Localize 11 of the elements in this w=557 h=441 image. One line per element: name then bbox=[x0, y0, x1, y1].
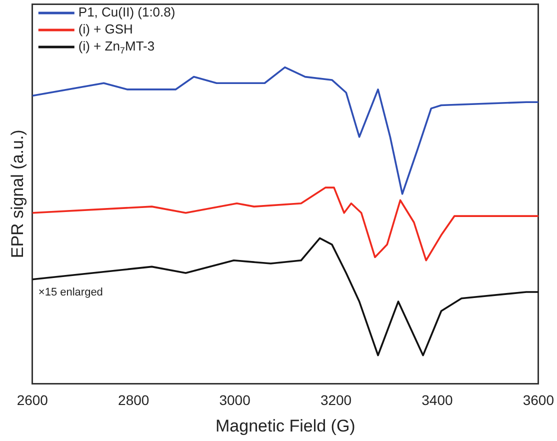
legend-label: (i) + GSH bbox=[78, 22, 133, 37]
x-tick-label: 3400 bbox=[422, 392, 453, 408]
x-tick-label: 2600 bbox=[16, 392, 48, 408]
annotation: ×15 enlarged bbox=[38, 286, 103, 299]
x-tick-label: 3000 bbox=[219, 392, 251, 408]
y-axis-title: EPR signal (a.u.) bbox=[8, 130, 27, 258]
x-tick-label: 2800 bbox=[118, 392, 150, 408]
legend-label: P1, Cu(II) (1:0.8) bbox=[78, 4, 176, 20]
x-axis-title: Magnetic Field (G) bbox=[216, 416, 356, 436]
x-tick-label: 3200 bbox=[320, 392, 352, 408]
x-tick-label: 3600 bbox=[522, 392, 554, 408]
